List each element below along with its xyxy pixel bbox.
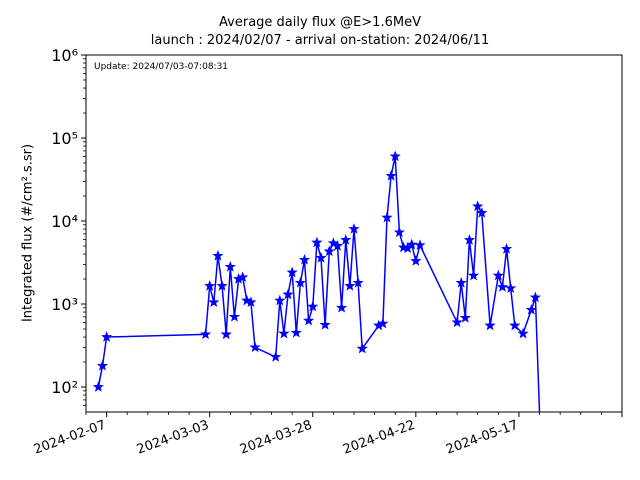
data-point: [208, 296, 220, 307]
data-point: [356, 342, 368, 354]
data-point: [389, 150, 401, 162]
data-point: [303, 314, 315, 326]
data-point: [220, 328, 232, 340]
data-point: [228, 311, 241, 322]
data-point: [484, 319, 496, 331]
data-point: [319, 319, 331, 330]
data-point: [500, 243, 513, 254]
data-point: [290, 326, 302, 338]
data-point: [274, 294, 286, 306]
x-tick-label: 2024-02-07: [32, 418, 108, 458]
data-point: [463, 234, 476, 245]
data-point: [96, 359, 109, 371]
data-point: [352, 276, 364, 288]
update-annotation: Update: 2024/07/03-07:08:31: [94, 62, 229, 72]
data-point: [381, 211, 393, 223]
chart-subtitle: launch : 2024/02/07 - arrival on-station…: [150, 33, 490, 48]
data-point: [455, 276, 467, 288]
data-point: [278, 327, 290, 339]
data-point: [529, 291, 541, 303]
data-point: [282, 288, 294, 300]
data-point: [270, 351, 282, 362]
data-point: [249, 341, 261, 353]
data-point: [467, 269, 480, 281]
data-point: [459, 312, 471, 323]
data-point: [224, 261, 236, 272]
data-point: [509, 319, 521, 331]
data-point: [298, 254, 311, 265]
x-tick-label: 2024-04-22: [341, 418, 417, 458]
data-point: [525, 304, 537, 315]
data-point: [340, 234, 352, 245]
data-point: [385, 169, 397, 181]
data-point: [101, 331, 113, 342]
y-tick-label: 10⁵: [51, 129, 78, 148]
y-tick-label: 10⁶: [51, 46, 78, 65]
x-tick-label: 2024-03-28: [238, 418, 314, 458]
data-point: [393, 226, 405, 238]
data-point: [505, 282, 517, 293]
data-point: [336, 301, 348, 313]
data-point: [348, 223, 360, 234]
data-point: [323, 245, 335, 257]
data-point: [92, 381, 104, 392]
data-point: [311, 236, 323, 248]
chart-title: Average daily flux @E>1.6MeV: [219, 15, 421, 30]
x-tick-label: 2024-03-03: [135, 418, 211, 458]
series-line: [97, 155, 541, 413]
y-tick-label: 10⁴: [51, 212, 78, 231]
data-point: [517, 327, 529, 339]
data-point: [294, 276, 306, 288]
data-point: [245, 296, 257, 307]
data-point: [307, 300, 319, 312]
data-point: [414, 239, 426, 251]
data-point: [331, 240, 344, 251]
data-point: [315, 251, 327, 263]
data-point: [410, 255, 422, 266]
data-point: [406, 238, 418, 250]
data-point: [496, 281, 509, 292]
x-tick-label: 2024-05-17: [444, 418, 520, 458]
data-point: [286, 266, 298, 278]
y-tick-label: 10³: [51, 295, 78, 314]
y-tick-label: 10²: [51, 378, 78, 397]
data-point: [199, 328, 212, 340]
data-point: [492, 269, 504, 281]
data-point: [344, 280, 356, 291]
data-point: [472, 200, 484, 212]
data-point: [377, 317, 389, 329]
data-point: [451, 316, 463, 328]
data-point: [237, 271, 249, 283]
data-point: [212, 250, 224, 261]
data-point: [476, 207, 488, 218]
data-point: [204, 280, 216, 291]
data-point: [216, 280, 228, 291]
